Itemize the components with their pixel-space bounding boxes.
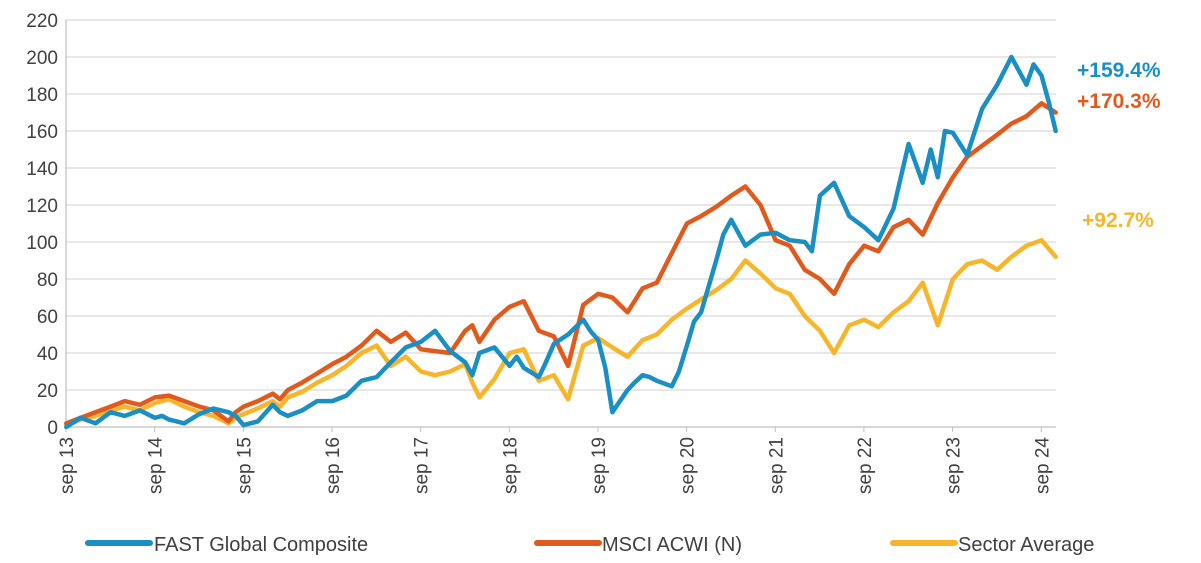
end-label-sector-average: +92.7% <box>1082 209 1154 232</box>
y-tick-label-100: 100 <box>26 233 58 254</box>
y-tick-label-160: 160 <box>26 122 58 143</box>
legend-label-sector-average: Sector Average <box>958 534 1094 556</box>
y-tick-label-200: 200 <box>26 48 58 69</box>
x-tick-label-3: sep 16 <box>323 437 344 494</box>
x-tick-label-7: sep 20 <box>678 437 699 494</box>
y-tick-labels: 0 20 40 60 80 100 120 140 160 180 200 220 <box>26 11 58 439</box>
x-tick-label-9: sep 22 <box>855 437 876 494</box>
y-tick-label-220: 220 <box>26 11 58 32</box>
series-line-fast-global-composite <box>64 54 1058 430</box>
x-tick-label-10: sep 23 <box>944 437 965 494</box>
legend-label-msci-acwi: MSCI ACWI (N) <box>602 534 742 556</box>
legend-label-fast-global-composite: FAST Global Composite <box>154 534 368 556</box>
series-lines <box>64 54 1058 430</box>
x-tick-label-5: sep 18 <box>500 437 521 494</box>
series-line-sector-average <box>64 237 1058 428</box>
x-tick-label-2: sep 15 <box>234 437 255 494</box>
x-tick-label-0: sep 13 <box>57 437 78 494</box>
gridlines <box>66 19 1056 391</box>
y-tick-label-120: 120 <box>26 196 58 217</box>
y-tick-label-40: 40 <box>37 344 58 365</box>
x-tick-label-4: sep 17 <box>412 437 433 494</box>
y-tick-label-20: 20 <box>37 381 58 402</box>
y-tick-label-140: 140 <box>26 159 58 180</box>
y-tick-label-180: 180 <box>26 85 58 106</box>
y-tick-label-0: 0 <box>47 418 58 439</box>
x-tick-label-1: sep 14 <box>146 437 167 494</box>
y-tick-label-60: 60 <box>37 307 58 328</box>
x-tick-label-8: sep 21 <box>766 437 787 494</box>
x-tick-label-11: sep 24 <box>1032 437 1053 494</box>
end-label-msci-acwi: +170.3% <box>1077 90 1161 113</box>
axes <box>65 20 1056 432</box>
end-label-fast-global-composite: +159.4% <box>1077 59 1161 82</box>
legend: FAST Global Composite MSCI ACWI (N) Sect… <box>85 534 1094 556</box>
end-labels: +159.4% +170.3% +92.7% <box>1077 59 1161 232</box>
x-tick-labels: sep 13 sep 14 sep 15 sep 16 sep 17 sep 18 sep … <box>57 437 1053 494</box>
y-tick-label-80: 80 <box>37 270 58 291</box>
x-tick-label-6: sep 19 <box>589 437 610 494</box>
